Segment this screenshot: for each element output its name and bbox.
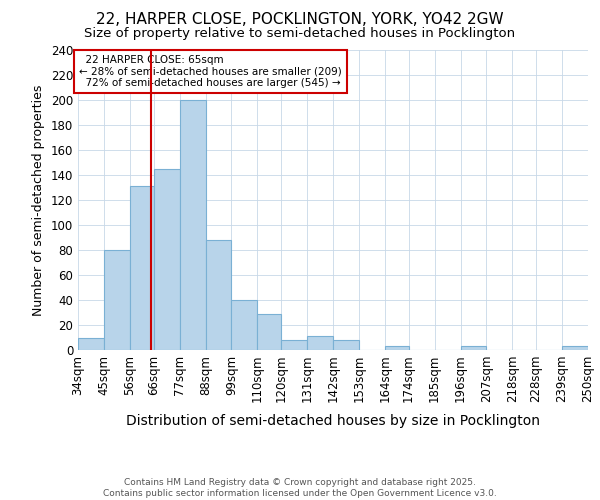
Bar xyxy=(281,340,307,350)
X-axis label: Distribution of semi-detached houses by size in Pocklington: Distribution of semi-detached houses by … xyxy=(126,414,540,428)
Bar xyxy=(562,346,588,350)
Text: Size of property relative to semi-detached houses in Pocklington: Size of property relative to semi-detach… xyxy=(85,28,515,40)
Bar xyxy=(78,338,104,350)
Bar xyxy=(385,346,409,350)
Bar xyxy=(333,340,359,350)
Text: 22, HARPER CLOSE, POCKLINGTON, YORK, YO42 2GW: 22, HARPER CLOSE, POCKLINGTON, YORK, YO4… xyxy=(96,12,504,28)
Text: Contains HM Land Registry data © Crown copyright and database right 2025.
Contai: Contains HM Land Registry data © Crown c… xyxy=(103,478,497,498)
Bar xyxy=(130,186,154,350)
Y-axis label: Number of semi-detached properties: Number of semi-detached properties xyxy=(32,84,45,316)
Bar xyxy=(179,100,206,350)
Bar xyxy=(154,169,179,350)
Bar xyxy=(104,250,130,350)
Text: 22 HARPER CLOSE: 65sqm  
← 28% of semi-detached houses are smaller (209)
  72% o: 22 HARPER CLOSE: 65sqm ← 28% of semi-det… xyxy=(79,55,341,88)
Bar xyxy=(232,300,257,350)
Bar xyxy=(257,314,281,350)
Bar xyxy=(307,336,333,350)
Bar xyxy=(205,240,232,350)
Bar xyxy=(461,346,487,350)
